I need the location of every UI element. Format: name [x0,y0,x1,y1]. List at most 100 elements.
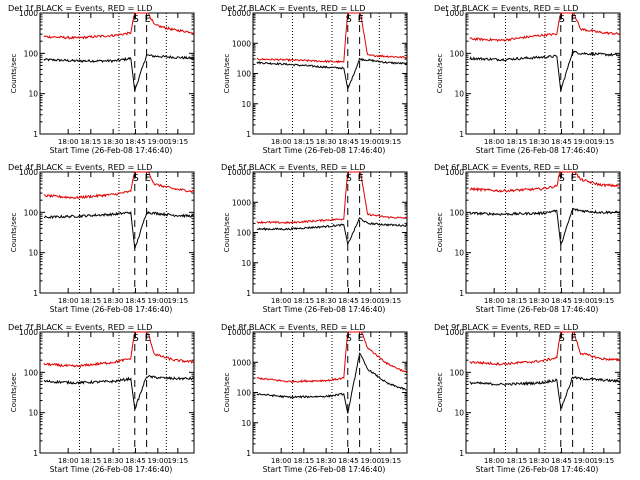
x-tick-label: 19:00 [360,137,381,146]
x-tick-label: 18:00 [271,137,292,146]
x-tick-label: 18:00 [271,456,292,465]
y-tick-label: 1 [33,289,38,298]
x-tick-label: 19:00 [360,456,381,465]
y-tick-label: 10000 [227,168,251,177]
plot-frame [465,171,621,294]
chart-title: Det 1f BLACK = Events, RED = LLD [8,3,152,13]
chart-panel: Det 8f BLACK = Events, RED = LLD 1 10 100 10… [221,322,408,474]
x-axis-label: Start Time (26-Feb-08 17:46:40) [476,465,599,474]
x-tick-label: 18:15 [293,137,314,146]
y-tick-label: 1 [33,130,38,139]
series-line-lld [256,171,408,225]
x-tick-label: 18:30 [316,456,337,465]
y-tick-label: 1 [246,130,251,139]
x-tick-label: 18:00 [58,456,79,465]
x-tick-label: 18:30 [529,456,550,465]
y-tick-label: 1 [459,289,464,298]
y-tick-label: 1 [246,449,251,458]
x-tick-label: 19:00 [573,137,594,146]
x-tick-label: 18:45 [125,296,146,305]
plot-frame [39,171,195,294]
y-tick-label: 100 [237,389,252,398]
x-tick-label: 18:45 [338,296,359,305]
x-tick-label: 18:15 [80,456,101,465]
y-tick-label: 1 [459,449,464,458]
marker-label: S [133,333,139,344]
series-line-lld [469,12,621,43]
marker-label: S [559,14,565,25]
y-tick-label: 1000 [232,39,251,48]
x-tick-label: 18:45 [551,456,572,465]
marker-label: E [145,173,151,184]
marker-label: S [133,14,139,25]
x-tick-label: 18:45 [551,137,572,146]
series-line-events [43,54,195,92]
series-line-lld [43,12,195,40]
x-tick-label: 19:15 [380,456,401,465]
y-tick-label: 1000 [232,198,251,207]
x-tick-label: 19:15 [593,296,614,305]
marker-label: E [145,333,151,344]
y-tick-label: 10 [454,249,464,258]
x-tick-label: 18:15 [506,296,527,305]
series-line-lld [469,331,621,366]
x-axis-label: Start Time (26-Feb-08 17:46:40) [50,146,173,155]
y-axis-label: Counts/sec [435,54,444,94]
x-tick-label: 19:15 [167,137,188,146]
y-tick-label: 100 [24,368,39,377]
chart-panel: Det 5f BLACK = Events, RED = LLD 1 10 100 10… [221,162,408,314]
x-tick-label: 18:45 [125,456,146,465]
x-tick-label: 19:00 [147,456,168,465]
y-tick-label: 10 [454,90,464,99]
x-tick-label: 19:15 [167,296,188,305]
chart-panel: Det 9f BLACK = Events, RED = LLD 1 10 100 10… [434,322,621,474]
series-line-events [469,375,621,409]
x-tick-label: 18:00 [271,296,292,305]
series-line-lld [43,331,195,369]
y-axis-label: Counts/sec [9,54,18,94]
chart-title: Det 5f BLACK = Events, RED = LLD [221,162,365,172]
chart-panel: Det 6f BLACK = Events, RED = LLD 1 10 100 10… [434,162,621,314]
chart-title: Det 6f BLACK = Events, RED = LLD [434,162,578,172]
y-tick-label: 100 [237,229,252,238]
y-tick-label: 100 [450,49,465,58]
chart-title: Det 4f BLACK = Events, RED = LLD [8,162,152,172]
marker-label: E [358,173,364,184]
x-tick-label: 19:00 [147,137,168,146]
x-tick-label: 18:45 [338,137,359,146]
chart-title: Det 8f BLACK = Events, RED = LLD [221,322,365,332]
series-line-events [469,208,621,245]
x-axis-label: Start Time (26-Feb-08 17:46:40) [263,146,386,155]
marker-label: E [145,14,151,25]
y-axis-label: Counts/sec [222,213,231,253]
y-tick-label: 10 [241,419,251,428]
y-tick-label: 1000 [445,328,464,337]
y-tick-label: 100 [450,208,465,217]
series-line-events [43,375,195,410]
series-line-lld [469,171,621,193]
series-line-lld [256,12,408,64]
y-tick-label: 100 [237,70,252,79]
x-tick-label: 18:30 [316,296,337,305]
x-tick-label: 18:00 [58,296,79,305]
x-tick-label: 19:00 [360,296,381,305]
y-axis-label: Counts/sec [222,54,231,94]
x-axis-label: Start Time (26-Feb-08 17:46:40) [476,305,599,314]
x-axis-label: Start Time (26-Feb-08 17:46:40) [476,146,599,155]
series-line-events [256,57,408,91]
marker-label: S [559,173,565,184]
x-tick-label: 19:15 [593,456,614,465]
marker-label: E [571,333,577,344]
x-axis-label: Start Time (26-Feb-08 17:46:40) [50,465,173,474]
marker-label: E [358,333,364,344]
plot-frame [252,171,408,294]
y-axis-label: Counts/sec [9,373,18,413]
marker-label: S [559,333,565,344]
y-tick-label: 1 [246,289,251,298]
y-tick-label: 100 [24,208,39,217]
series-line-lld [43,171,195,200]
plot-frame [252,12,408,135]
plot-frame [252,331,408,454]
chart-title: Det 2f BLACK = Events, RED = LLD [221,3,365,13]
